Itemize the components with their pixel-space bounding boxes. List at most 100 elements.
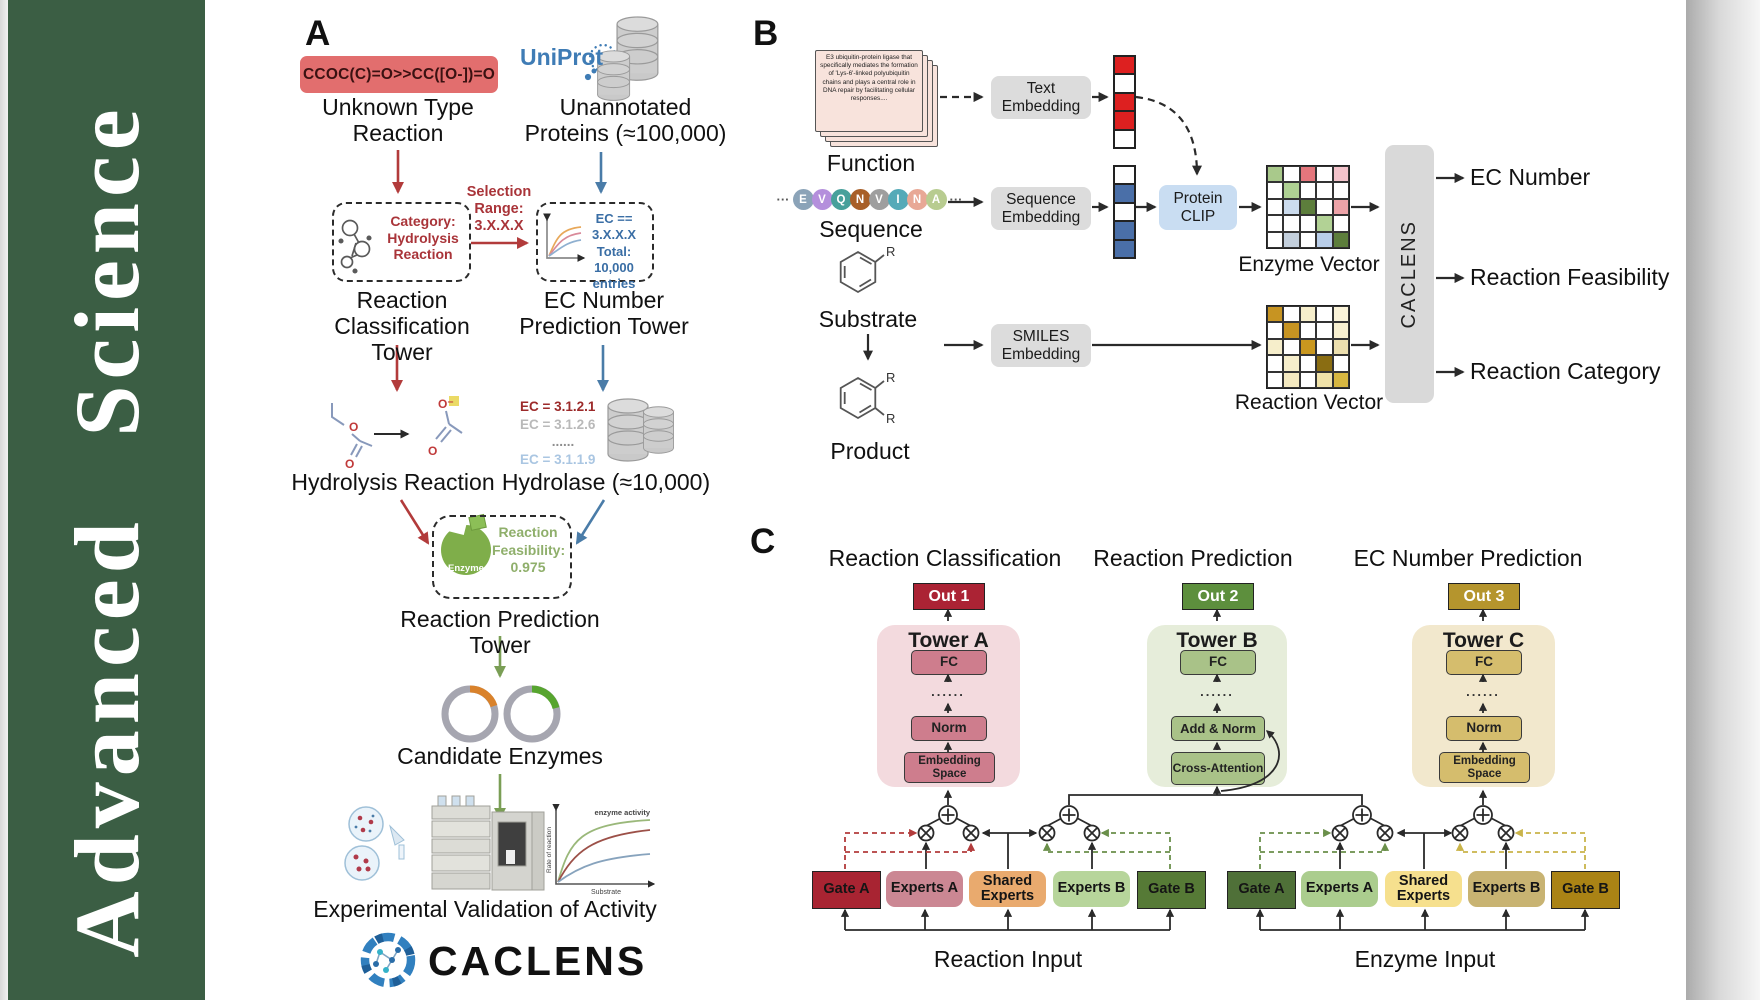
unannotated-proteins-label: Unannotated Proteins (≈100,000) [524,94,727,146]
cell [1267,166,1284,183]
tower-a-dots: ...... [931,684,965,699]
tower-b-dots: ...... [1200,684,1234,699]
header-reaction-classification: Reaction Classification [828,545,1062,571]
cell [1283,182,1300,199]
moe-right-shared-experts: Shared Experts [1385,871,1462,907]
moe-right-gate-b: Gate B [1551,871,1620,909]
substrate-label: Substrate [818,306,918,332]
cell [1316,355,1333,372]
text-embedding-vector [1113,55,1136,149]
cell [1114,129,1135,148]
cell [1114,92,1135,112]
tower-c-dots: ...... [1466,684,1500,699]
reaction-input-label: Reaction Input [933,946,1083,972]
cell [1332,371,1349,388]
feasibility-score-label: Reaction Feasibility: 0.975 [492,524,566,575]
cell [1267,215,1284,232]
tower-a-fc-box: FC [911,650,987,675]
residue-N: N [849,189,871,210]
ec-result-3: EC = 3.1.1.9 [520,451,596,467]
cell [1299,306,1317,323]
caclens-wordmark: CACLENS [428,938,648,984]
reaction-vector-label: Reaction Vector [1234,391,1384,414]
hydrolysis-reaction-label: Hydrolysis Reaction [291,469,495,495]
enzyme-badge-label: Enzyme [448,563,484,574]
ec-filter-line2: Total: 10,000 [594,243,634,275]
ec-result-ellipsis: ...... [551,434,575,450]
cell [1267,338,1284,356]
panel-a-label: A [305,14,331,53]
text-embedding-box: Text Embedding [991,76,1091,119]
cell [1332,198,1349,216]
enzyme-input-label: Enzyme Input [1354,946,1496,972]
ec-prediction-box [536,202,654,282]
residue-E: E [792,189,814,210]
residue-Q: Q [830,189,852,210]
cell [1114,184,1135,203]
cell [1332,166,1349,183]
cell [1267,371,1284,388]
header-reaction-prediction: Reaction Prediction [1093,545,1293,571]
smiles-reaction-box: CCOC(C)=O>>CC([O-])=O [300,56,498,93]
cell [1114,74,1135,93]
cell [1267,322,1284,339]
cell [1316,322,1333,339]
out-3-box: Out 3 [1448,583,1520,610]
cell [1332,338,1349,356]
reaction-vector-matrix [1266,305,1350,389]
cell [1299,322,1317,339]
moe-left-experts-a: Experts A [886,871,963,907]
cell [1114,202,1135,222]
reaction-prediction-tower-label: Reaction Prediction Tower [400,606,600,658]
ec-filter-line3: entries [592,276,636,291]
sequence-ellipsis-left: ··· [776,192,790,207]
hydrolase-label: Hydrolase (≈10,000) [501,469,711,495]
enzyme-vector-label: Enzyme Vector [1238,253,1380,276]
cell [1316,215,1333,232]
panel-b-label: B [753,14,779,53]
cell [1267,355,1284,372]
function-card-front: E3 ubiquitin-protein ligase that specifi… [815,50,923,132]
selection-range-label: Selection Range: 3.X.X.X [466,184,532,235]
output-ec-number: EC Number [1470,164,1591,190]
moe-left-gate-a: Gate A [812,871,881,909]
cell [1114,239,1135,258]
cell [1283,322,1300,339]
cell [1332,231,1349,248]
caclens-module-box: CACLENS [1385,145,1434,403]
page-left-edge [0,0,8,1000]
cell [1283,231,1300,248]
header-ec-number-prediction: EC Number Prediction [1353,545,1583,571]
moe-left-gate-b: Gate B [1137,871,1206,909]
cell [1316,231,1333,248]
ec-filter-line1: EC == 3.X.X.X [591,211,637,243]
residue-I: I [887,189,909,210]
product-label: Product [830,438,910,464]
journal-sidebar: Science Advanced [8,0,205,1000]
tower-b-cross-attention-box: Cross-Attention [1171,752,1265,785]
cell [1316,306,1333,323]
smiles-embedding-box: SMILES Embedding [991,324,1091,367]
output-reaction-feasibility: Reaction Feasibility [1470,264,1670,290]
cell [1267,182,1284,199]
cell [1283,338,1300,356]
cell [1316,182,1333,199]
sequence-ellipsis-right: ··· [949,192,963,207]
cell [1114,111,1135,130]
sequence-embedding-vector [1113,165,1136,259]
moe-right-experts-b: Experts B [1468,871,1545,907]
ec-result-list: EC = 3.1.2.1 EC = 3.1.2.6 ...... EC = 3.… [520,399,606,467]
ec-tower-label: EC Number Prediction Tower [519,287,689,339]
tower-b-fc-box: FC [1180,650,1256,675]
page-right-edge [1686,0,1760,1000]
cell [1299,198,1317,216]
enzyme-vector-matrix [1266,165,1350,249]
ec-filter-text: EC == 3.X.X.X Total: 10,000 entries [578,211,650,292]
moe-left-shared-experts: Shared Experts [969,871,1046,907]
cell [1332,306,1349,323]
cell [1332,182,1349,199]
residue-V: V [811,189,833,210]
